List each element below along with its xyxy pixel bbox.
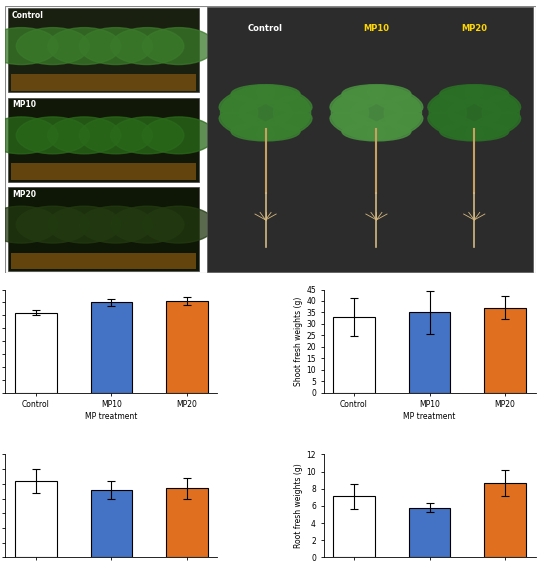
X-axis label: MP treatment: MP treatment	[85, 412, 137, 421]
Circle shape	[48, 28, 121, 65]
Circle shape	[142, 206, 215, 243]
Bar	[409, 312, 450, 392]
Circle shape	[79, 206, 153, 243]
FancyBboxPatch shape	[8, 8, 199, 92]
Bar	[166, 488, 208, 557]
Circle shape	[111, 117, 184, 154]
Ellipse shape	[428, 86, 483, 114]
Ellipse shape	[219, 86, 274, 114]
Ellipse shape	[367, 86, 423, 114]
Ellipse shape	[482, 95, 519, 130]
Text: MP20: MP20	[12, 190, 36, 199]
Circle shape	[0, 117, 58, 154]
Ellipse shape	[342, 84, 411, 104]
FancyBboxPatch shape	[11, 253, 196, 270]
Ellipse shape	[330, 112, 385, 140]
Circle shape	[48, 117, 121, 154]
Ellipse shape	[274, 95, 311, 130]
Bar	[409, 508, 450, 557]
Ellipse shape	[465, 112, 520, 140]
Ellipse shape	[231, 84, 300, 104]
Ellipse shape	[428, 112, 483, 140]
Text: MP10: MP10	[12, 100, 36, 109]
FancyBboxPatch shape	[8, 97, 199, 181]
Bar	[15, 312, 57, 392]
FancyBboxPatch shape	[11, 163, 196, 180]
Circle shape	[16, 117, 89, 154]
Ellipse shape	[231, 122, 300, 141]
Circle shape	[142, 117, 215, 154]
Circle shape	[111, 28, 184, 65]
Circle shape	[79, 28, 153, 65]
Y-axis label: Shoot fresh weights (g): Shoot fresh weights (g)	[294, 296, 304, 386]
Bar	[15, 481, 57, 557]
Bar	[333, 317, 375, 392]
Circle shape	[239, 100, 292, 126]
Text: Control: Control	[248, 24, 283, 33]
Ellipse shape	[440, 84, 509, 104]
Circle shape	[448, 100, 501, 126]
Bar	[91, 302, 132, 392]
X-axis label: MP treatment: MP treatment	[404, 412, 456, 421]
Text: MP10: MP10	[364, 24, 390, 33]
Circle shape	[48, 206, 121, 243]
Ellipse shape	[440, 122, 509, 141]
Circle shape	[79, 117, 153, 154]
Bar	[484, 308, 526, 392]
Ellipse shape	[385, 95, 421, 130]
Ellipse shape	[465, 86, 520, 114]
Y-axis label: Root fresh weights (g): Root fresh weights (g)	[294, 463, 304, 548]
Ellipse shape	[429, 95, 466, 130]
Ellipse shape	[256, 112, 312, 140]
Circle shape	[0, 28, 58, 65]
Circle shape	[0, 206, 58, 243]
Ellipse shape	[256, 86, 312, 114]
Circle shape	[16, 28, 89, 65]
FancyBboxPatch shape	[8, 187, 199, 271]
Text: Control: Control	[12, 11, 44, 20]
Ellipse shape	[332, 95, 368, 130]
Circle shape	[142, 28, 215, 65]
Circle shape	[350, 100, 403, 126]
Text: MP20: MP20	[461, 24, 487, 33]
FancyBboxPatch shape	[207, 7, 533, 272]
Bar	[333, 497, 375, 557]
Ellipse shape	[330, 86, 385, 114]
Bar	[484, 482, 526, 557]
Bar	[91, 490, 132, 557]
Ellipse shape	[342, 122, 411, 141]
Circle shape	[16, 206, 89, 243]
Ellipse shape	[219, 112, 274, 140]
Ellipse shape	[367, 112, 423, 140]
Circle shape	[111, 206, 184, 243]
Ellipse shape	[221, 95, 258, 130]
Bar	[166, 301, 208, 392]
FancyBboxPatch shape	[11, 74, 196, 91]
